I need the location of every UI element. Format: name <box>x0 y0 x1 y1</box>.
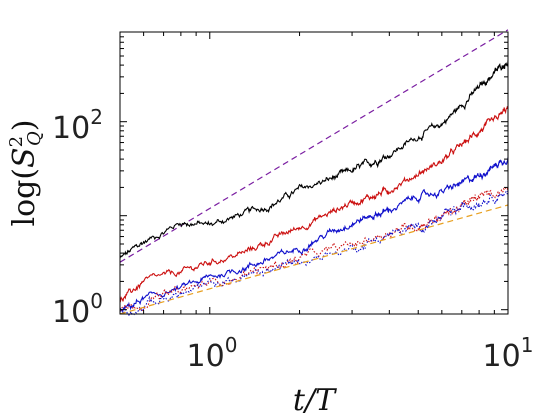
series-layer <box>119 29 509 316</box>
y-axis-label: log(S2Q) <box>6 119 45 226</box>
plot-frame <box>119 31 509 315</box>
series-line <box>119 189 509 316</box>
series-line <box>119 204 509 315</box>
x-tick-label: 100 <box>187 333 238 374</box>
series-line <box>119 157 509 312</box>
series-line <box>119 106 509 303</box>
x-tick-label: 101 <box>483 333 534 374</box>
tick-layer <box>119 32 509 314</box>
y-tick-label: 100 <box>52 289 103 330</box>
x-axis-label: t/T <box>293 383 337 418</box>
series-line <box>119 186 509 312</box>
y-tick-label: 102 <box>52 105 103 146</box>
series-line <box>119 60 509 259</box>
